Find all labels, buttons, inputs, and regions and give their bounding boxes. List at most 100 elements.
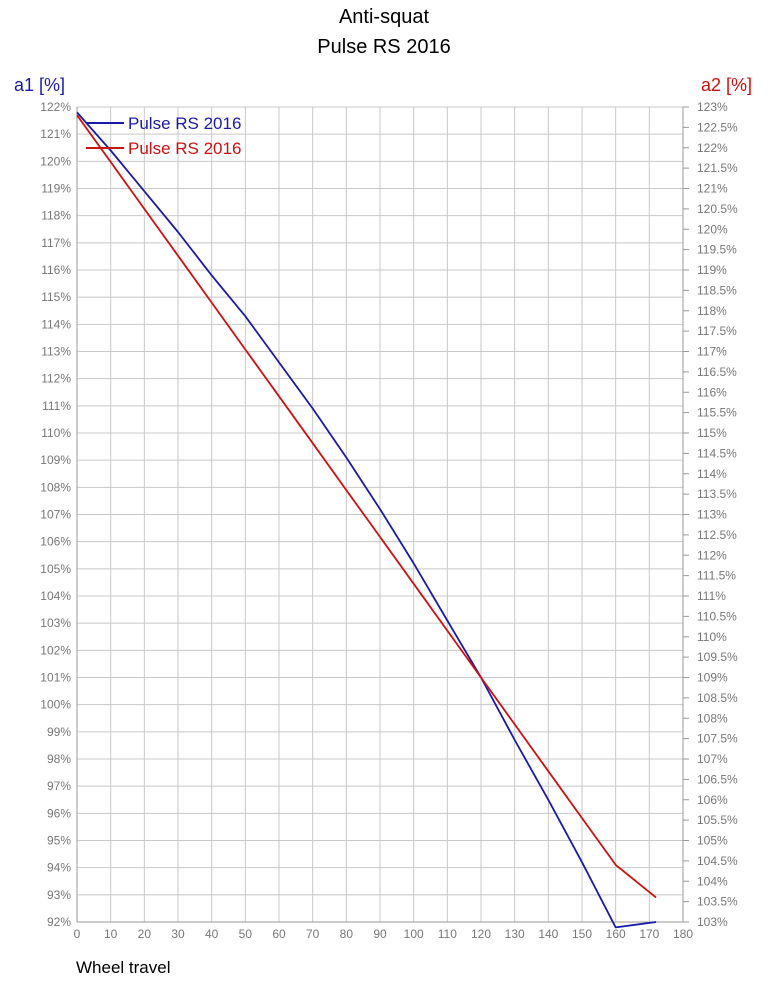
x-tick-label: 0 — [74, 927, 81, 941]
y2-tick-label: 120.5% — [697, 202, 738, 216]
y2-tick-label: 109% — [697, 671, 728, 685]
y2-tick-label: 120% — [697, 222, 728, 236]
y-tick-label: 97% — [47, 779, 71, 793]
y2-tick-label: 112.5% — [697, 528, 737, 542]
x-tick-label: 30 — [171, 927, 185, 941]
y2-tick-label: 121% — [697, 182, 728, 196]
y2-tick-label: 104% — [697, 874, 728, 888]
y-tick-label: 111% — [42, 399, 71, 413]
y2-tick-label: 114.5% — [697, 446, 737, 460]
x-tick-label: 130 — [505, 927, 525, 941]
chart-subtitle: Pulse RS 2016 — [317, 36, 451, 58]
x-tick-label: 170 — [639, 927, 659, 941]
y-axis-right-label: a2 [%] — [700, 75, 752, 95]
y-tick-label: 95% — [47, 834, 71, 848]
y-tick-label: 101% — [40, 671, 71, 685]
x-axis-label: Wheel travel — [76, 958, 171, 977]
y2-tick-label: 123% — [697, 100, 728, 114]
x-tick-label: 90 — [373, 927, 387, 941]
y2-tick-label: 110.5% — [697, 609, 737, 623]
y2-tick-label: 106.5% — [697, 772, 738, 786]
y-tick-label: 119% — [41, 182, 71, 196]
x-tick-label: 100 — [404, 927, 424, 941]
y-tick-label: 94% — [47, 861, 71, 875]
y2-tick-label: 114% — [697, 467, 727, 481]
series-line-2 — [76, 114, 657, 899]
y-tick-label: 113% — [41, 345, 71, 359]
y2-tick-label: 108% — [697, 711, 728, 725]
x-tick-label: 110 — [438, 927, 457, 941]
x-tick-label: 60 — [272, 927, 286, 941]
y-tick-label: 115% — [41, 290, 71, 304]
x-tick-label: 80 — [340, 927, 354, 941]
x-tick-label: 10 — [104, 927, 118, 941]
y2-tick-label: 105.5% — [697, 813, 738, 827]
y2-tick-label: 117.5% — [697, 324, 737, 338]
y2-tick-label: 118.5% — [697, 283, 737, 297]
legend-label-2: Pulse RS 2016 — [128, 139, 241, 158]
legend: Pulse RS 2016 Pulse RS 2016 — [86, 114, 241, 158]
legend-label-1: Pulse RS 2016 — [128, 114, 241, 133]
y2-tick-label: 119.5% — [697, 243, 737, 257]
chart-title: Anti-squat — [338, 6, 430, 28]
x-tick-label: 120 — [471, 927, 491, 941]
y-tick-label: 122% — [40, 100, 71, 114]
x-tick-label: 20 — [138, 927, 152, 941]
y2-tick-label: 115.5% — [697, 406, 737, 420]
y2-tick-label: 121.5% — [697, 161, 738, 175]
y-tick-label: 105% — [40, 562, 71, 576]
y2-tick-label: 117% — [697, 345, 727, 359]
x-tick-label: 180 — [673, 927, 693, 941]
y2-tick-label: 113.5% — [697, 487, 737, 501]
y2-tick-label: 103.5% — [697, 895, 738, 909]
y-tick-label: 108% — [40, 480, 71, 494]
y-axis-left-label: a1 [%] — [14, 75, 66, 95]
x-tick-label: 40 — [205, 927, 219, 941]
x-tick-label: 70 — [306, 927, 320, 941]
y-tick-label: 107% — [40, 508, 71, 522]
y-tick-label: 112% — [41, 372, 71, 386]
y2-tick-label: 115% — [697, 426, 727, 440]
x-tick-label: 150 — [572, 927, 592, 941]
y2-tick-label: 108.5% — [697, 691, 738, 705]
y2-tick-label: 116% — [697, 385, 727, 399]
y-tick-label: 103% — [40, 616, 71, 630]
y2-tick-label: 104.5% — [697, 854, 738, 868]
y2-tick-label: 103% — [697, 915, 728, 929]
y2-tick-label: 111% — [697, 589, 726, 603]
y2-tick-label: 105% — [697, 834, 728, 848]
y2-tick-label: 107.5% — [697, 732, 738, 746]
axes: 0 10 20 30 40 50 60 70 80 90 100 110 120 130 140 150 160… — [40, 100, 738, 941]
y-tick-label: 120% — [40, 154, 71, 168]
grid — [76, 106, 684, 923]
y-tick-label: 102% — [40, 643, 71, 657]
y2-tick-label: 107% — [697, 752, 728, 766]
y-tick-label: 98% — [47, 752, 71, 766]
y-tick-label: 110% — [41, 426, 71, 440]
y-tick-label: 99% — [47, 725, 71, 739]
y2-tick-label: 118% — [697, 304, 727, 318]
y2-tick-label: 111.5% — [697, 569, 736, 583]
y-tick-label: 114% — [41, 317, 71, 331]
y-tick-label: 109% — [40, 453, 71, 467]
y-tick-label: 106% — [40, 535, 71, 549]
y2-tick-label: 122.5% — [697, 120, 738, 134]
y-tick-label: 93% — [47, 888, 71, 902]
y-tick-label: 96% — [47, 806, 71, 820]
y2-tick-label: 122% — [697, 141, 728, 155]
y-tick-label: 100% — [40, 698, 71, 712]
y-tick-label: 117% — [41, 236, 71, 250]
y2-tick-label: 112% — [697, 548, 727, 562]
y2-tick-label: 113% — [697, 508, 727, 522]
y2-tick-label: 110% — [697, 630, 727, 644]
x-tick-label: 50 — [239, 927, 253, 941]
y2-tick-label: 109.5% — [697, 650, 738, 664]
series-line-1 — [76, 111, 657, 929]
y2-tick-label: 106% — [697, 793, 728, 807]
y-tick-label: 121% — [40, 127, 71, 141]
y-tick-label: 116% — [41, 263, 71, 277]
y2-tick-label: 116.5% — [697, 365, 737, 379]
y-tick-label: 92% — [47, 915, 71, 929]
y2-tick-label: 119% — [697, 263, 727, 277]
